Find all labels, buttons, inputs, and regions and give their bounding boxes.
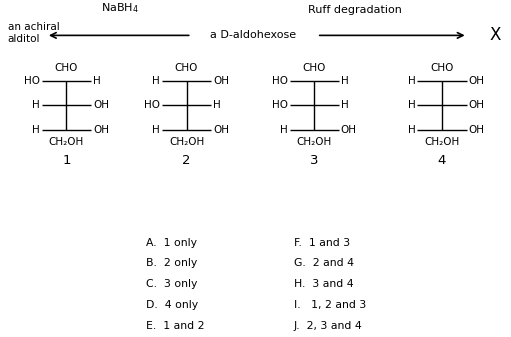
Text: H: H bbox=[32, 100, 40, 111]
Text: 1: 1 bbox=[62, 154, 71, 167]
Text: CH₂OH: CH₂OH bbox=[169, 137, 204, 147]
Text: H.  3 and 4: H. 3 and 4 bbox=[294, 279, 354, 289]
Text: OH: OH bbox=[213, 76, 229, 86]
Text: a D-aldohexose: a D-aldohexose bbox=[210, 30, 296, 40]
Text: H: H bbox=[341, 76, 349, 86]
Text: H: H bbox=[152, 76, 160, 86]
Text: CHO: CHO bbox=[55, 63, 78, 73]
Text: G.  2 and 4: G. 2 and 4 bbox=[294, 258, 354, 269]
Text: H: H bbox=[341, 100, 349, 111]
Text: OH: OH bbox=[93, 100, 109, 111]
Text: CH₂OH: CH₂OH bbox=[49, 137, 84, 147]
Text: CH₂OH: CH₂OH bbox=[425, 137, 459, 147]
Text: HO: HO bbox=[24, 76, 40, 86]
Text: B.  2 only: B. 2 only bbox=[146, 258, 197, 269]
Text: H: H bbox=[280, 125, 288, 135]
Text: OH: OH bbox=[469, 100, 484, 111]
Text: H: H bbox=[32, 125, 40, 135]
Text: H: H bbox=[408, 76, 415, 86]
Text: CHO: CHO bbox=[175, 63, 198, 73]
Text: F.  1 and 3: F. 1 and 3 bbox=[294, 238, 350, 248]
Text: Ruff degradation: Ruff degradation bbox=[308, 5, 402, 15]
Text: HO: HO bbox=[144, 100, 160, 111]
Text: 3: 3 bbox=[310, 154, 318, 167]
Text: OH: OH bbox=[341, 125, 357, 135]
Text: OH: OH bbox=[213, 125, 229, 135]
Text: 2: 2 bbox=[182, 154, 191, 167]
Text: CHO: CHO bbox=[303, 63, 326, 73]
Text: D.  4 only: D. 4 only bbox=[146, 300, 198, 310]
Text: A.  1 only: A. 1 only bbox=[146, 238, 197, 248]
Text: CH₂OH: CH₂OH bbox=[297, 137, 332, 147]
Text: H: H bbox=[408, 125, 415, 135]
Text: H: H bbox=[408, 100, 415, 111]
Text: OH: OH bbox=[469, 125, 484, 135]
Text: HO: HO bbox=[272, 100, 288, 111]
Text: E.  1 and 2: E. 1 and 2 bbox=[146, 321, 204, 331]
Text: OH: OH bbox=[93, 125, 109, 135]
Text: CHO: CHO bbox=[430, 63, 454, 73]
Text: HO: HO bbox=[272, 76, 288, 86]
Text: 4: 4 bbox=[438, 154, 446, 167]
Text: H: H bbox=[152, 125, 160, 135]
Text: an achiral
alditol: an achiral alditol bbox=[8, 22, 59, 43]
Text: I.   1, 2 and 3: I. 1, 2 and 3 bbox=[294, 300, 366, 310]
Text: H: H bbox=[93, 76, 101, 86]
Text: C.  3 only: C. 3 only bbox=[146, 279, 197, 289]
Text: J.  2, 3 and 4: J. 2, 3 and 4 bbox=[294, 321, 363, 331]
Text: OH: OH bbox=[469, 76, 484, 86]
Text: X: X bbox=[490, 26, 501, 44]
Text: H: H bbox=[213, 100, 221, 111]
Text: NaBH$_4$: NaBH$_4$ bbox=[101, 1, 139, 15]
